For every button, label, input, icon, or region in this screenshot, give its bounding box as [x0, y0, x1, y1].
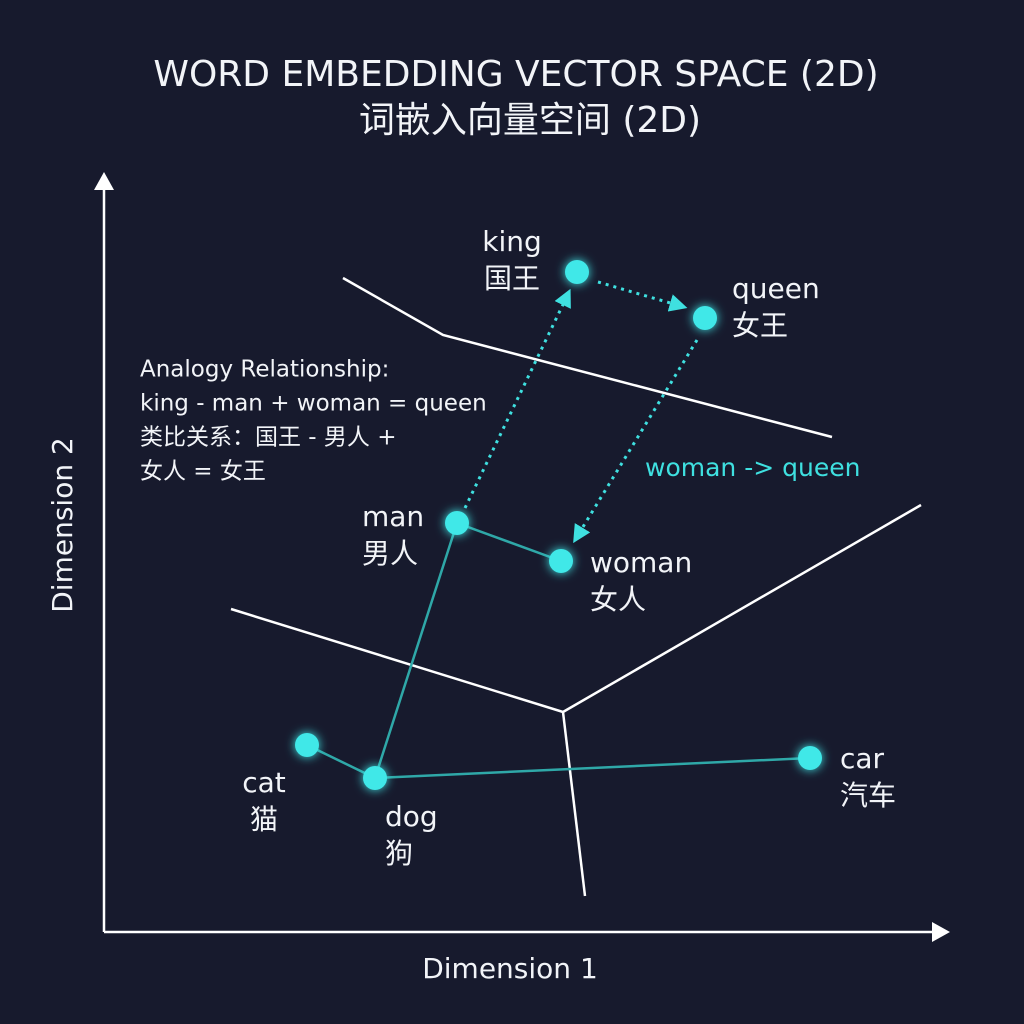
nodes: king 国王 queen 女王 man 男人 woman 女人 cat 猫 dog 狗 car 汽车: [242, 225, 896, 870]
title: WORD EMBEDDING VECTOR SPACE (2D): [153, 54, 878, 95]
y-axis-label: Dimension 2: [46, 437, 79, 613]
word-label: car: [840, 742, 885, 775]
annotation-line: 类比关系：国王 - 男人 +: [140, 425, 397, 451]
x-arrow: [932, 922, 950, 942]
y-arrow: [94, 172, 114, 190]
word-label-zh: 国王: [484, 262, 540, 295]
link: [374, 756, 811, 780]
link: [456, 521, 562, 563]
word-label: dog: [385, 800, 438, 833]
annotation-line: Analogy Relationship:: [140, 357, 389, 383]
boundary-line: [561, 711, 587, 897]
word-label-zh: 女人: [590, 583, 646, 616]
word-point: [693, 306, 717, 330]
annotation-line: 女人 = 女王: [140, 459, 266, 485]
word-point: [445, 511, 469, 535]
word-label-zh: 狗: [385, 837, 413, 870]
word-label-zh: 汽车: [840, 779, 896, 812]
word-point: [565, 260, 589, 284]
arrow-label: woman -> queen: [645, 453, 860, 482]
annotation-line: king - man + woman = queen: [140, 391, 487, 417]
link: [306, 743, 376, 780]
axes: [94, 172, 950, 942]
word-label: cat: [242, 766, 286, 799]
links: [306, 521, 811, 780]
word-label: woman: [590, 546, 692, 579]
word-label-zh: 猫: [250, 803, 278, 836]
boundaries: [230, 276, 922, 897]
arrow: [597, 280, 688, 312]
word-point: [363, 766, 387, 790]
word-point: [549, 549, 573, 573]
subtitle: 词嵌入向量空间 (2D): [359, 100, 701, 141]
x-axis-label: Dimension 1: [422, 952, 598, 985]
word-label-zh: 女王: [732, 309, 788, 342]
boundary-line: [342, 276, 833, 439]
word-label-zh: 男人: [362, 537, 418, 570]
word-point: [295, 733, 319, 757]
word-label: queen: [732, 272, 820, 305]
link: [373, 522, 459, 779]
word-label: man: [362, 500, 424, 533]
word-label: king: [482, 225, 542, 258]
analogy-arrows: [463, 280, 699, 544]
word-point: [798, 746, 822, 770]
